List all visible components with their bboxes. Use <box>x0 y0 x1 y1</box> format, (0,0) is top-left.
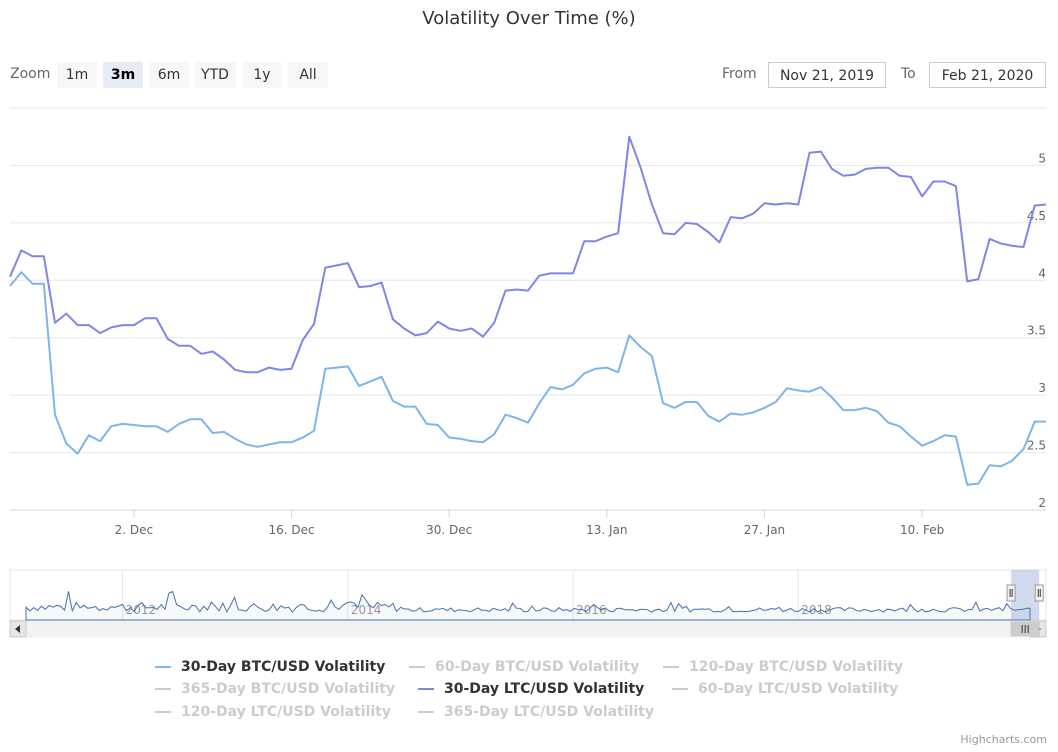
x-tick-label: 30. Dec <box>426 523 472 537</box>
navigator-year-label: 2018 <box>801 603 832 617</box>
legend-label: 120-Day BTC/USD Volatility <box>689 659 904 675</box>
to-date-input[interactable]: Feb 21, 2020 <box>929 62 1046 88</box>
zoom-ytd-button[interactable]: YTD <box>194 62 236 88</box>
legend-label: 30-Day LTC/USD Volatility <box>444 681 645 697</box>
grid-lines <box>10 107 1046 511</box>
legend-symbol <box>418 711 434 713</box>
legend-label: 365-Day LTC/USD Volatility <box>444 704 654 720</box>
series-line-4[interactable] <box>9 135 1047 374</box>
from-date-input[interactable]: Nov 21, 2019 <box>768 62 886 88</box>
navigator-year-label: 2016 <box>576 603 607 617</box>
legend-symbol <box>155 711 171 713</box>
x-tick-label: 27. Jan <box>744 523 785 537</box>
legend-label: 120-Day LTC/USD Volatility <box>181 704 391 720</box>
x-tick-label: 16. Dec <box>268 523 314 537</box>
series-line-0[interactable] <box>9 271 1046 486</box>
legend-symbol <box>155 666 171 668</box>
x-tick-label: 10. Feb <box>900 523 944 537</box>
y-tick-label: 4 <box>1038 266 1046 280</box>
navigator-left-handle[interactable] <box>1006 584 1016 602</box>
y-tick-label: 2 <box>1038 496 1046 510</box>
x-tick-label: 2. Dec <box>115 523 153 537</box>
navigator[interactable]: 2012201420162018 <box>9 569 1047 621</box>
zoom-1y-button[interactable]: 1y <box>242 62 282 88</box>
legend-symbol <box>418 688 434 690</box>
zoom-3m-button[interactable]: 3m <box>103 62 143 88</box>
scrollbar-track[interactable] <box>9 620 1047 638</box>
y-tick-label: 3.5 <box>1027 324 1046 338</box>
navigator-year-label: 2012 <box>126 603 157 617</box>
arrow-left-icon <box>15 625 20 633</box>
legend-label: 60-Day BTC/USD Volatility <box>435 659 640 675</box>
scrollbar[interactable] <box>9 620 1047 638</box>
legend-symbol <box>409 666 425 668</box>
series-layer <box>9 135 1047 486</box>
from-label: From <box>722 66 757 82</box>
legend-label: 365-Day BTC/USD Volatility <box>181 681 396 697</box>
credits-link[interactable]: Highcharts.com <box>960 733 1047 746</box>
legend-symbol <box>672 688 688 690</box>
legend-label: 60-Day LTC/USD Volatility <box>698 681 899 697</box>
legend-label: 30-Day BTC/USD Volatility <box>181 659 386 675</box>
navigator-selected-range[interactable] <box>1011 570 1040 620</box>
zoom-6m-button[interactable]: 6m <box>149 62 189 88</box>
to-label: To <box>901 66 916 82</box>
y-tick-label: 2.5 <box>1027 439 1046 453</box>
legend-symbol <box>663 666 679 668</box>
x-tick-label: 13. Jan <box>586 523 627 537</box>
y-tick-label: 5 <box>1038 151 1046 165</box>
y-tick-label: 3 <box>1038 381 1046 395</box>
zoom-all-button[interactable]: All <box>288 62 328 88</box>
legend-symbol <box>155 688 171 690</box>
zoom-label: Zoom <box>10 66 51 82</box>
navigator-right-handle[interactable] <box>1034 584 1044 602</box>
chart-title: Volatility Over Time (%) <box>422 8 636 29</box>
x-axis-tick-labels: 2. Dec 16. Dec 30. Dec 13. Jan 27. Jan 10. Fe… <box>115 510 944 537</box>
navigator-series <box>25 590 1031 621</box>
zoom-1m-button[interactable]: 1m <box>57 62 97 88</box>
